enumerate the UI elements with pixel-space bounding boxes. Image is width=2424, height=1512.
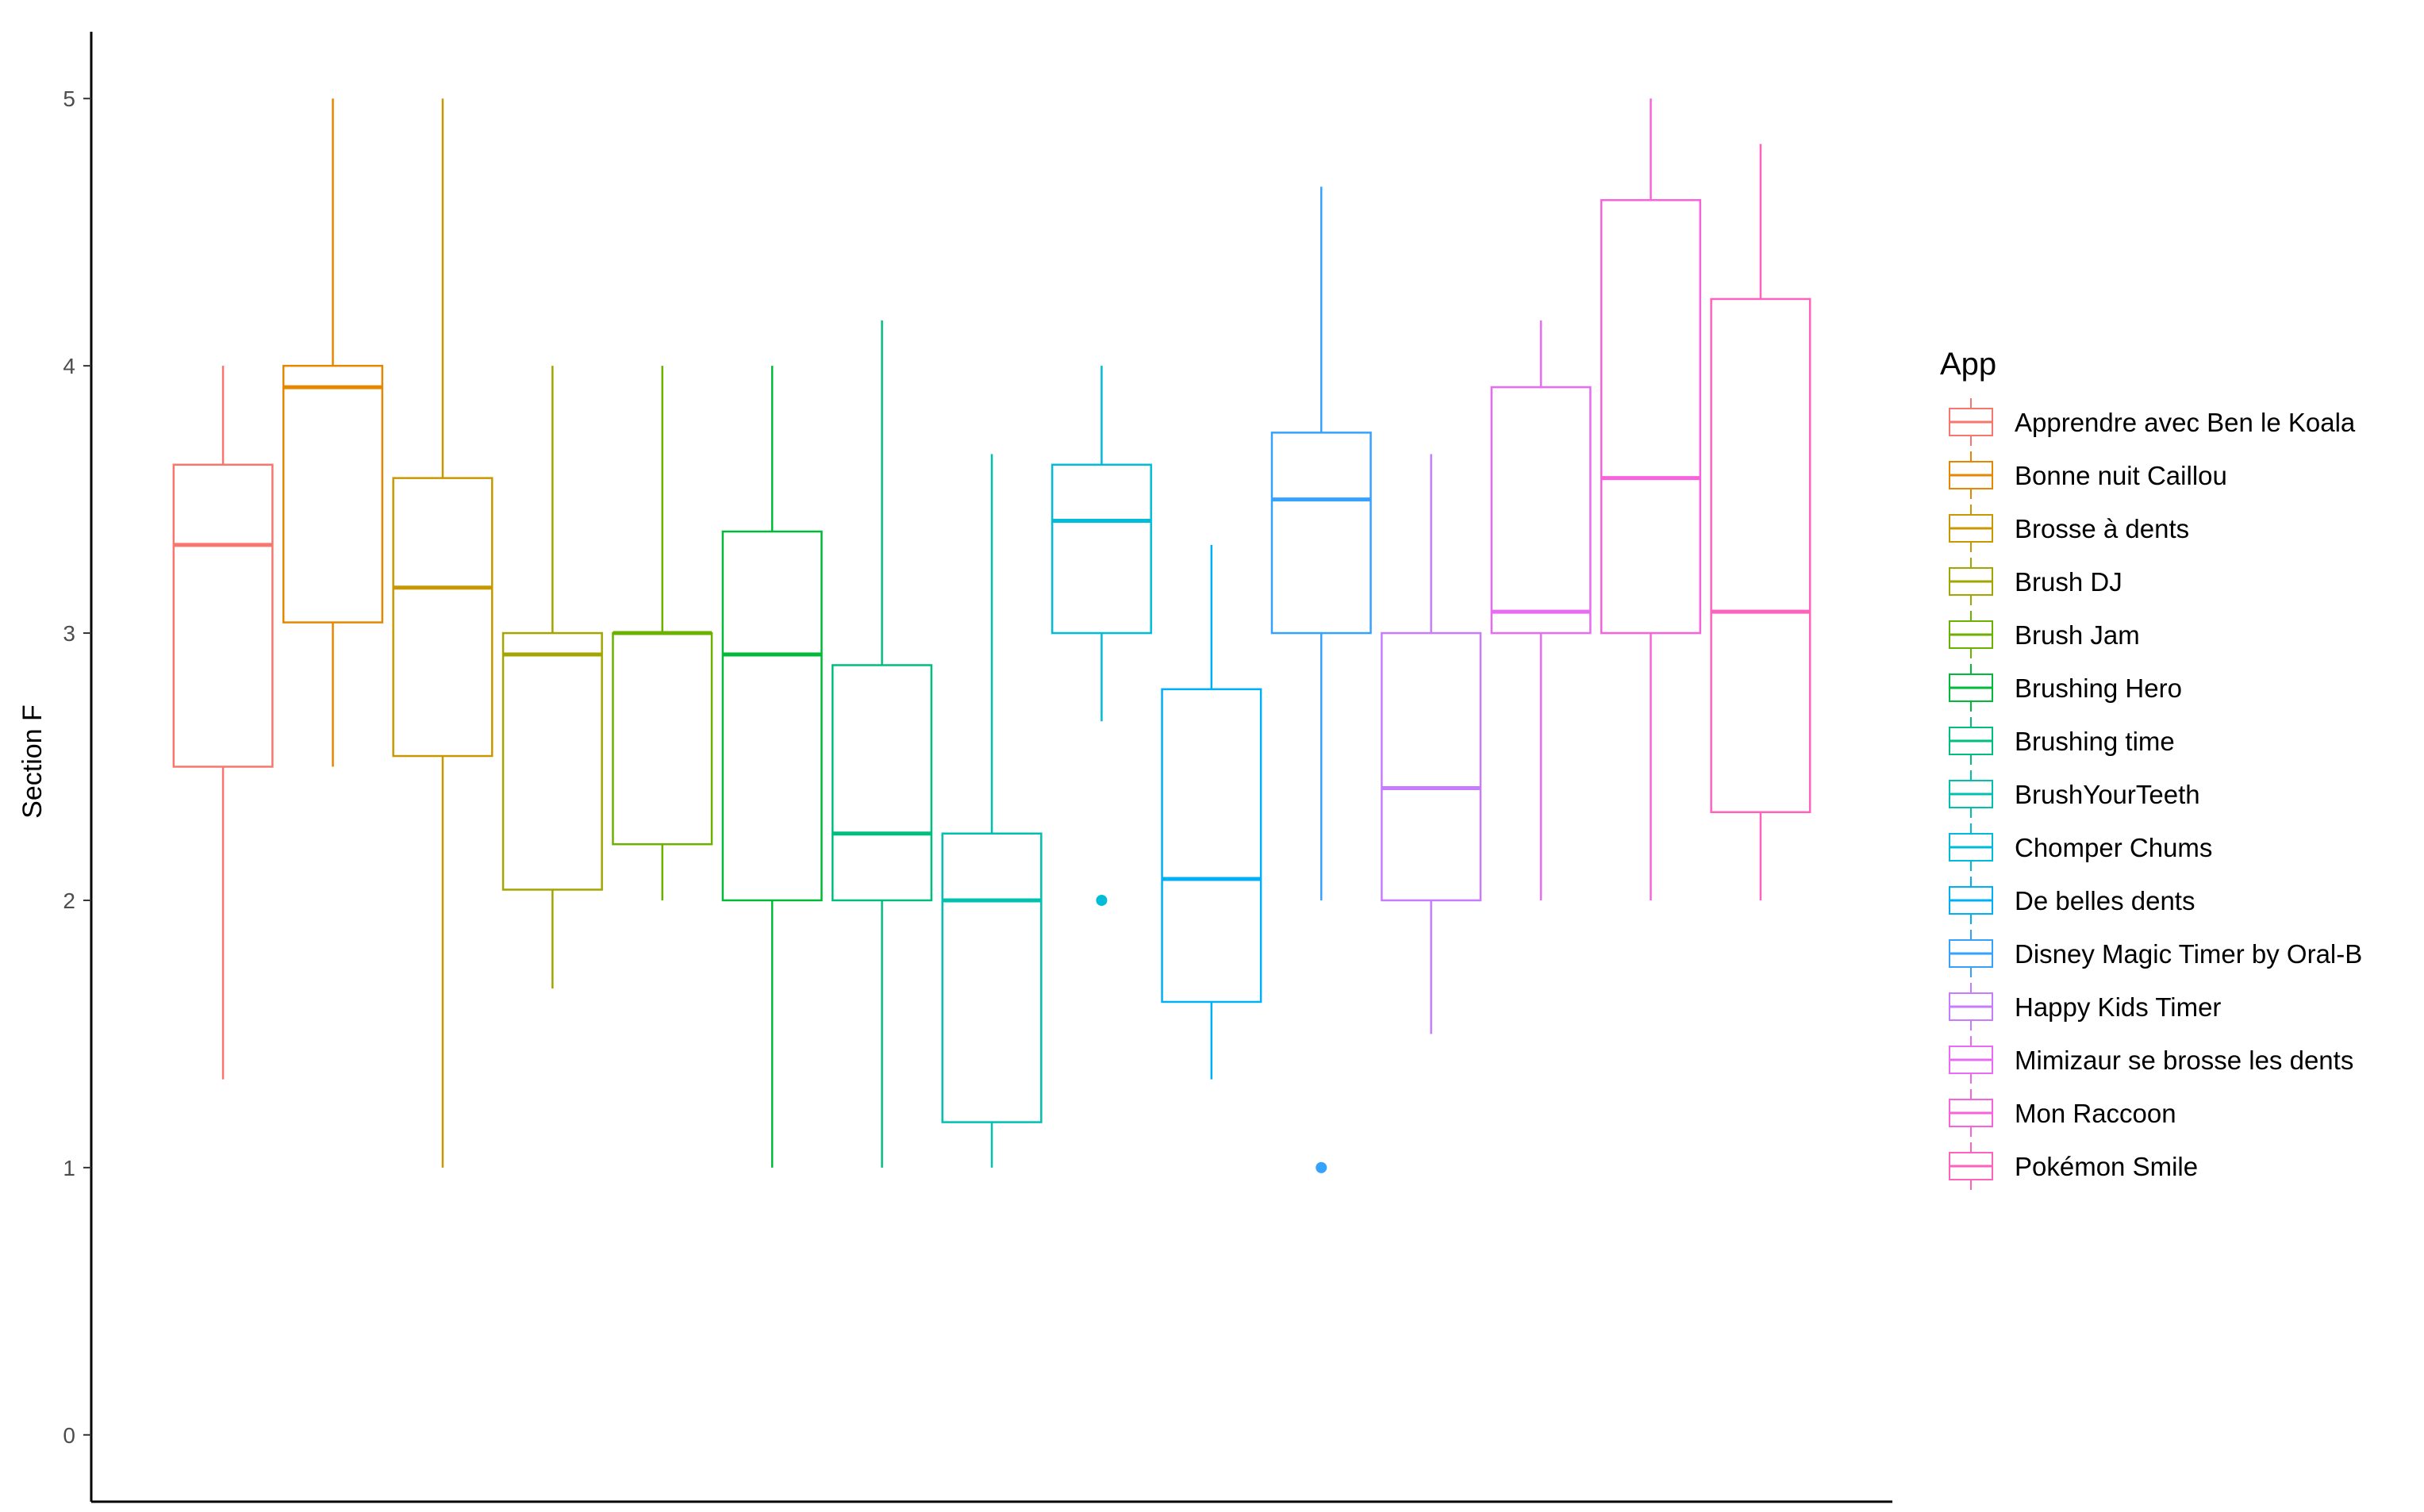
legend-item: Brushing Hero	[1949, 664, 2182, 712]
legend-item: Happy Kids Timer	[1949, 983, 2221, 1030]
y-axis: 0 1 2 3 4 5	[63, 32, 93, 1502]
outlier-point	[1096, 894, 1108, 906]
legend-key	[1949, 717, 1993, 765]
legend-key	[1949, 451, 1993, 499]
legend-label: Brush Jam	[2015, 620, 2140, 650]
y-tick-label: 1	[63, 1156, 75, 1180]
legend-item: Brushing time	[1949, 717, 2175, 765]
legend-key	[1949, 983, 1993, 1030]
legend-item: Apprendre avec Ben le Koala	[1949, 398, 2356, 446]
box-10	[1161, 544, 1262, 1080]
legend-item: Bonne nuit Caillou	[1949, 451, 2227, 499]
legend-label: Pokémon Smile	[2015, 1152, 2198, 1181]
legend-label: BrushYourTeeth	[2015, 780, 2200, 809]
box-7	[832, 320, 933, 1168]
box-iqr	[501, 631, 603, 891]
box-4	[501, 366, 603, 989]
box-iqr	[1710, 297, 1811, 814]
box-iqr	[832, 664, 933, 902]
legend-key	[1949, 611, 1993, 658]
legend-label: Apprendre avec Ben le Koala	[2015, 408, 2356, 437]
y-axis-title: Section F	[17, 704, 48, 819]
y-tick-label: 5	[63, 86, 75, 111]
box-11	[1270, 186, 1372, 1173]
box-iqr	[1600, 199, 1702, 635]
box-iqr	[941, 832, 1043, 1123]
legend-label: Chomper Chums	[2015, 833, 2212, 862]
box-15	[1710, 144, 1811, 900]
box-12	[1381, 454, 1482, 1034]
legend-item: Brush DJ	[1949, 558, 2122, 605]
legend-key	[1949, 930, 1993, 977]
legend-item: De belles dents	[1949, 877, 2195, 924]
legend-key	[1949, 823, 1993, 871]
legend-label: Mon Raccoon	[2015, 1099, 2176, 1128]
outlier-point	[1316, 1161, 1327, 1173]
y-tick-label: 2	[63, 888, 75, 913]
y-tick-label: 0	[63, 1423, 75, 1448]
legend-item: BrushYourTeeth	[1949, 770, 2200, 818]
box-13	[1490, 320, 1592, 900]
box-2	[282, 98, 384, 767]
box-iqr	[1270, 432, 1372, 635]
legend-key	[1949, 664, 1993, 712]
legend-key	[1949, 558, 1993, 605]
legend-item: Brush Jam	[1949, 611, 2140, 658]
legend-item: Brosse à dents	[1949, 505, 2189, 552]
box-9	[1051, 366, 1152, 906]
box-14	[1600, 98, 1702, 900]
legend-item: Mimizaur se brosse les dents	[1949, 1036, 2353, 1084]
legend-label: Brosse à dents	[2015, 514, 2189, 543]
box-8	[941, 454, 1043, 1168]
legend-title: App	[1940, 347, 1996, 382]
y-tick-label: 4	[63, 354, 75, 378]
legend-label: Bonne nuit Caillou	[2015, 461, 2227, 490]
legend-label: Brush DJ	[2015, 567, 2122, 597]
box-iqr	[1051, 463, 1152, 635]
box-iqr	[392, 477, 494, 758]
legend-item: Chomper Chums	[1949, 823, 2212, 871]
box-iqr	[172, 463, 274, 768]
legend-label: Disney Magic Timer by Oral-B	[2015, 939, 2362, 969]
box-iqr	[1161, 688, 1262, 1004]
legend-key	[1949, 770, 1993, 818]
box-1	[172, 366, 274, 1080]
box-iqr	[612, 631, 713, 846]
legend-key	[1949, 1142, 1993, 1190]
box-plots	[172, 98, 1811, 1173]
legend-key	[1949, 1089, 1993, 1137]
legend-label: Brushing time	[2015, 727, 2175, 756]
box-iqr	[282, 364, 384, 624]
legend-key	[1949, 877, 1993, 924]
legend-label: Brushing Hero	[2015, 673, 2182, 703]
box-3	[392, 98, 494, 1168]
legend-item: Mon Raccoon	[1949, 1089, 2176, 1137]
legend-key	[1949, 398, 1993, 446]
box-5	[612, 366, 713, 900]
y-tick-label: 3	[63, 621, 75, 646]
legend-key	[1949, 1036, 1993, 1084]
legend-key	[1949, 505, 1993, 552]
legend-label: Happy Kids Timer	[2015, 992, 2221, 1022]
box-iqr	[721, 530, 823, 902]
box-iqr	[1381, 631, 1482, 902]
box-iqr	[1490, 386, 1592, 635]
legend-label: De belles dents	[2015, 886, 2195, 915]
legend-item: Pokémon Smile	[1949, 1142, 2198, 1190]
legend-item: Disney Magic Timer by Oral-B	[1949, 930, 2362, 977]
legend-label: Mimizaur se brosse les dents	[2015, 1046, 2353, 1075]
legend: App Apprendre avec Ben le Koala Bonne nui…	[1940, 347, 2362, 1190]
box-6	[721, 366, 823, 1168]
